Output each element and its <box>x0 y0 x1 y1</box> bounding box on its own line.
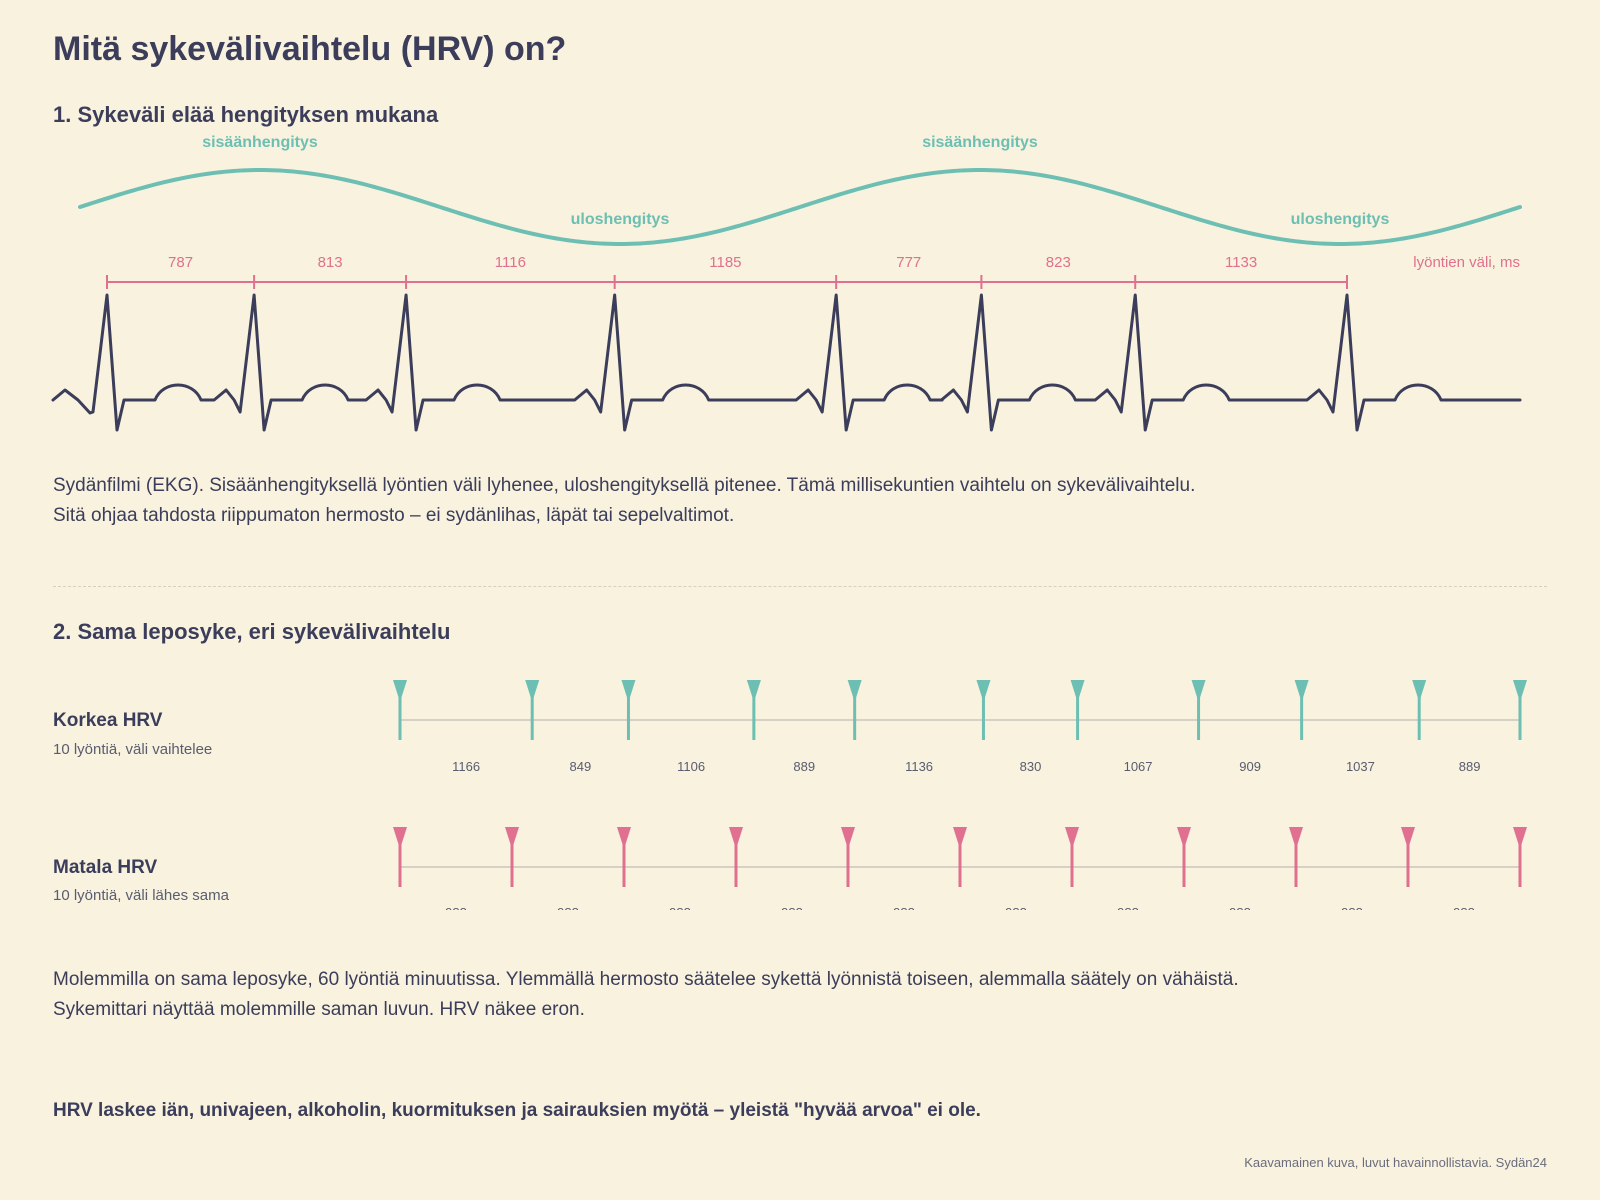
beat-marker <box>393 680 407 740</box>
beat-interval-value: 889 <box>1459 759 1481 774</box>
beat-marker <box>393 827 407 887</box>
beat-marker <box>1294 680 1309 740</box>
beat-marker <box>976 680 991 740</box>
exhale-label-1: uloshengitys <box>571 211 670 228</box>
beat-marker <box>617 827 631 887</box>
interval-value: 1185 <box>709 254 741 271</box>
high-hrv-row: 1166 849 1106 889 1136 830 1067 909 1037 889 <box>393 680 1527 774</box>
beat-marker <box>1289 827 1303 887</box>
inhale-label-2: sisäänhengitys <box>922 134 1038 151</box>
beat-interval-value: 1166 <box>452 759 480 774</box>
beat-marker <box>746 680 761 740</box>
beat-marker <box>1412 680 1427 740</box>
beat-interval-value: 988 <box>445 905 467 910</box>
footnote: Kaavamainen kuva, luvut havainnollistavi… <box>1244 1155 1547 1170</box>
section1-text-line1: Sydänfilmi (EKG). Sisäänhengityksellä ly… <box>53 475 1196 496</box>
low-hrv-sub: 10 lyöntiä, väli lähes sama <box>53 887 229 904</box>
beat-marker <box>1513 680 1527 740</box>
beat-marker <box>1177 827 1191 887</box>
beat-interval-value: 830 <box>1020 759 1042 774</box>
low-hrv-row: 988 988 988 988 988 988 988 988 988 988 <box>393 827 1527 910</box>
beat-interval-value: 988 <box>1453 905 1475 910</box>
beat-interval-value: 988 <box>1117 905 1139 910</box>
beat-marker <box>841 827 855 887</box>
beat-marker <box>953 827 967 887</box>
beat-marker <box>1513 827 1527 887</box>
interval-value: 1116 <box>495 254 526 271</box>
ecg-diagram: sisäänhengitys sisäänhengitys uloshengit… <box>51 134 1522 432</box>
section2-text-line2: Sykemittari näyttää molemmille saman luv… <box>53 999 585 1020</box>
beat-interval-value: 1106 <box>677 759 705 774</box>
interval-caption: lyöntien väli, ms <box>1413 254 1520 271</box>
interval-value: 823 <box>1046 254 1071 271</box>
beat-interval-value: 988 <box>893 905 915 910</box>
beat-interval-value: 849 <box>569 759 591 774</box>
high-hrv-sub: 10 lyöntiä, väli vaihtelee <box>53 741 213 758</box>
beat-marker <box>1401 827 1415 887</box>
beat-interval-value: 1067 <box>1124 759 1153 774</box>
interval-bar: 787 813 1116 1185 777 823 1133 <box>106 254 1348 289</box>
breathing-wave <box>78 167 1522 247</box>
beat-marker <box>729 827 743 887</box>
interval-value: 813 <box>318 254 343 271</box>
bottom-note: HRV laskee iän, univajeen, alkoholin, ku… <box>53 1100 981 1121</box>
interval-value: 1133 <box>1225 254 1257 271</box>
beat-marker <box>1065 827 1079 887</box>
high-hrv-label: Korkea HRV <box>53 710 163 731</box>
ecg-trace <box>51 293 1522 432</box>
section1-heading: 1. Sykeväli elää hengityksen mukana <box>53 102 439 127</box>
exhale-label-2: uloshengitys <box>1291 211 1390 228</box>
low-hrv-label: Matala HRV <box>53 857 158 878</box>
inhale-label-1: sisäänhengitys <box>202 134 318 151</box>
interval-value: 777 <box>896 254 921 271</box>
beat-marker <box>525 680 540 740</box>
beat-marker <box>1191 680 1206 740</box>
beat-marker <box>621 680 636 740</box>
beat-interval-value: 988 <box>1341 905 1363 910</box>
beat-interval-value: 889 <box>793 759 815 774</box>
beat-interval-value: 988 <box>557 905 579 910</box>
beat-interval-value: 1136 <box>905 759 933 774</box>
beat-marker <box>847 680 862 740</box>
section2-text-line1: Molemmilla on sama leposyke, 60 lyöntiä … <box>53 969 1239 990</box>
beat-marker <box>1070 680 1085 740</box>
beat-interval-value: 988 <box>1005 905 1027 910</box>
section2-text: Molemmilla on sama leposyke, 60 lyöntiä … <box>53 965 1239 1025</box>
beat-interval-value: 909 <box>1239 759 1261 774</box>
beat-interval-value: 988 <box>781 905 803 910</box>
section-divider <box>53 586 1547 587</box>
section1-text: Sydänfilmi (EKG). Sisäänhengityksellä ly… <box>53 471 1195 531</box>
section2-heading: 2. Sama leposyke, eri sykevälivaihtelu <box>53 619 451 644</box>
beat-marker <box>505 827 519 887</box>
section1-text-line2: Sitä ohjaa tahdosta riippumaton hermosto… <box>53 505 735 526</box>
interval-value: 787 <box>168 254 193 271</box>
page-title: Mitä sykevälivaihtelu (HRV) on? <box>53 30 567 68</box>
beat-interval-value: 988 <box>1229 905 1251 910</box>
beat-interval-value: 1037 <box>1346 759 1375 774</box>
beat-interval-value: 988 <box>669 905 691 910</box>
